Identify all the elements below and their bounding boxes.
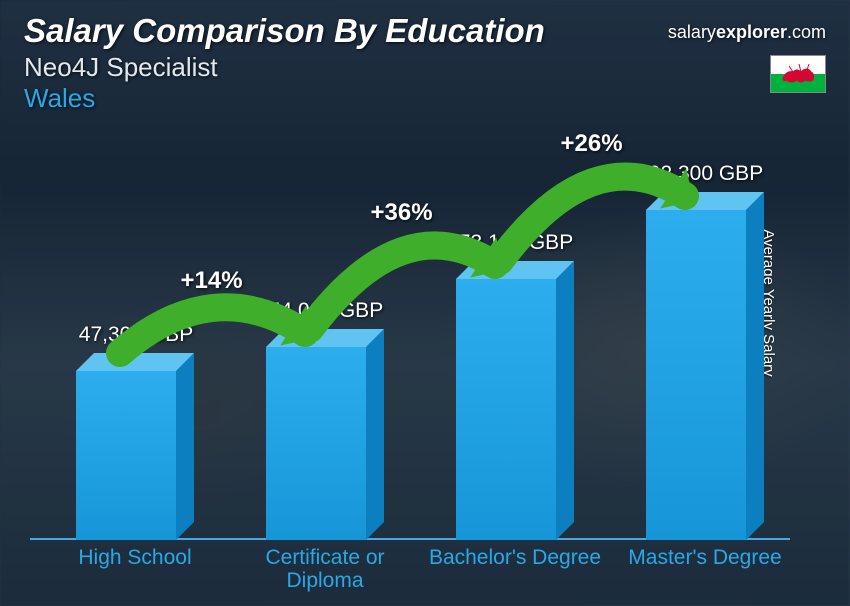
bar-top [76,353,194,371]
bar-category-label: Bachelor's Degree [425,546,605,569]
bar-category-label: Certificate or Diploma [235,546,415,592]
bar-top [456,261,574,279]
brand-text: salaryexplorer.com [668,22,826,43]
bar-side [746,192,764,540]
brand-bold: explorer [716,22,787,42]
bar-front [456,279,556,540]
bar-value-label: 92,300 GBP [616,162,796,186]
bar-side [176,353,194,540]
bar-value-label: 54,000 GBP [236,299,416,323]
bar-value-label: 73,100 GBP [426,231,606,255]
branding: salaryexplorer.com [668,22,826,43]
bar: 47,300 GBP [76,371,194,540]
growth-pct-label: +14% [181,267,243,295]
bar-front [76,371,176,540]
growth-pct-label: +26% [561,130,623,158]
wales-flag-icon [770,55,826,93]
chart-region: Wales [24,83,826,114]
brand-suffix: .com [787,22,826,42]
bar: 54,000 GBP [266,347,384,540]
bar-side [366,329,384,540]
flag-dragon-icon [779,60,819,92]
growth-pct-label: +36% [371,199,433,227]
bar: 92,300 GBP [646,210,764,540]
brand-plain: salary [668,22,716,42]
bar-category-label: High School [45,546,225,569]
bar-chart: 47,300 GBPHigh School54,000 GBPCertifica… [30,120,790,596]
bar-group: 92,300 GBPMaster's Degree [630,210,780,540]
bar-group: 54,000 GBPCertificate or Diploma [250,347,400,540]
bar-value-label: 47,300 GBP [46,323,226,347]
bar-group: 47,300 GBPHigh School [60,371,210,540]
bar-front [646,210,746,540]
bar-top [646,192,764,210]
chart-subtitle: Neo4J Specialist [24,52,826,83]
bar-side [556,261,574,540]
bar-group: 73,100 GBPBachelor's Degree [440,279,590,540]
bar: 73,100 GBP [456,279,574,540]
bar-category-label: Master's Degree [615,546,795,569]
bar-top [266,329,384,347]
bar-front [266,347,366,540]
